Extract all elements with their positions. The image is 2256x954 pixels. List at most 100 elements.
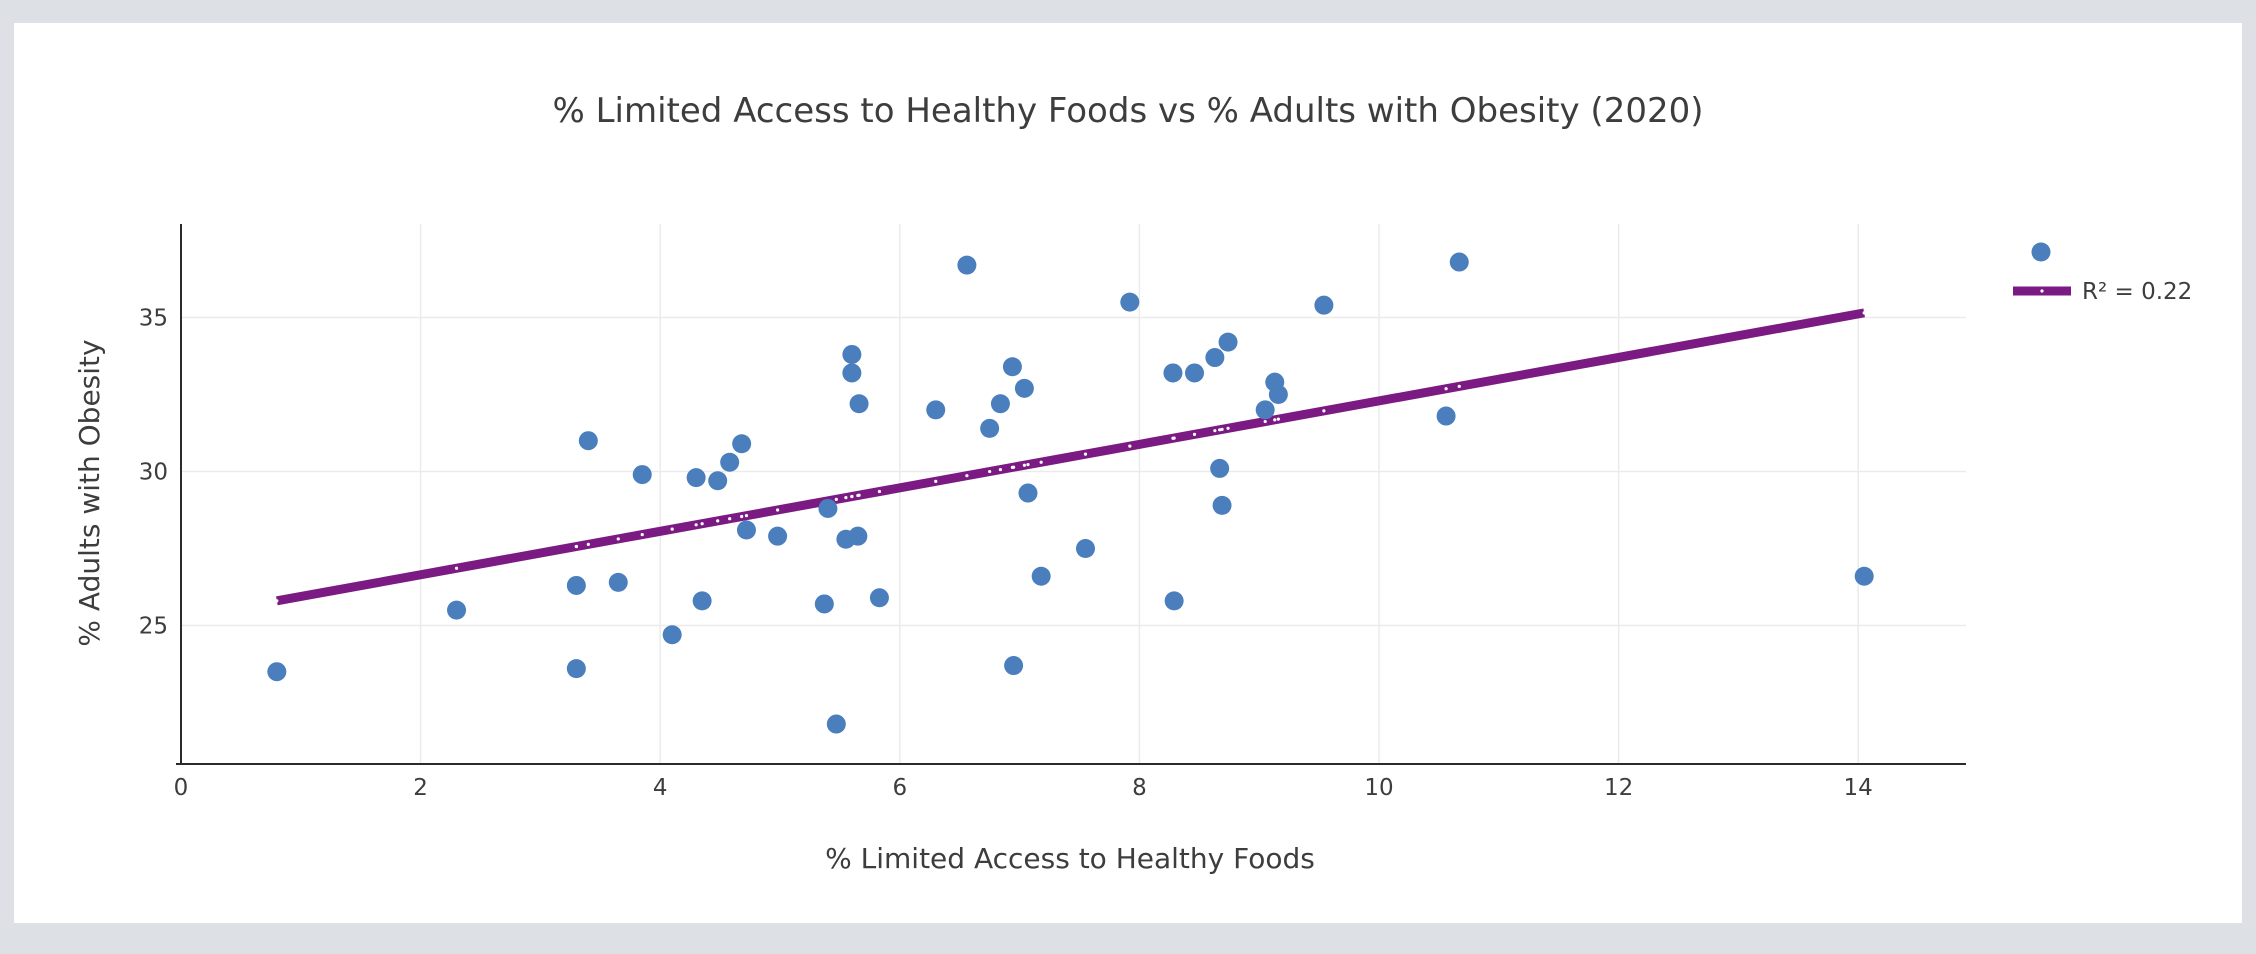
data-point	[632, 465, 652, 485]
trendline-dot	[728, 517, 732, 521]
trendline-dot	[1220, 427, 1224, 431]
data-point	[848, 526, 868, 546]
data-point	[608, 572, 628, 592]
data-point	[990, 394, 1010, 414]
data-point	[957, 255, 977, 275]
trendline-dot	[640, 532, 644, 537]
data-point	[1210, 458, 1230, 478]
trendline-dot	[850, 494, 854, 499]
data-point	[1212, 495, 1232, 515]
data-point	[1436, 406, 1456, 426]
grid	[181, 224, 1966, 764]
x-axis-title: % Limited Access to Healthy Foods	[825, 842, 1315, 875]
trendline-dot	[934, 479, 938, 483]
data-point	[1018, 483, 1038, 503]
trendline-dot	[716, 519, 720, 523]
trendline-dot	[1276, 417, 1280, 421]
trendline-dot	[1213, 429, 1217, 433]
trendline-dot	[965, 474, 969, 478]
data-point	[1255, 400, 1275, 420]
legend-marker-trendline-dot	[2040, 289, 2044, 293]
x-tick-label: 2	[413, 775, 428, 801]
data-point	[926, 400, 946, 420]
data-point	[768, 526, 788, 546]
trendline-dot	[616, 537, 620, 541]
chart-title: % Limited Access to Healthy Foods vs % A…	[552, 91, 1703, 131]
data-point	[692, 591, 712, 611]
trendline-dot	[857, 493, 861, 497]
trendline-dot	[1083, 452, 1088, 456]
trendline-dot	[1039, 460, 1043, 464]
x-tick-label: 6	[892, 775, 907, 801]
trendline-dot	[1263, 419, 1267, 424]
trendline-dot	[834, 497, 838, 501]
legend-label-trendline: R² = 0.22	[2082, 279, 2192, 305]
data-point	[842, 363, 862, 383]
y-tick-label: 30	[139, 460, 168, 486]
data-point	[1004, 656, 1024, 676]
data-point	[1163, 363, 1183, 383]
trendline-dot	[776, 508, 780, 512]
data-point	[869, 588, 889, 608]
data-point	[1218, 332, 1238, 352]
data-point	[1075, 539, 1095, 558]
data-point	[662, 625, 682, 645]
trendline-dot	[1012, 465, 1016, 469]
trendline-dot	[694, 523, 698, 527]
trendline-dot	[844, 496, 848, 500]
trendline-dot	[1457, 384, 1461, 388]
data-point	[732, 434, 752, 454]
data-point	[566, 659, 586, 679]
data-point	[720, 452, 740, 472]
trendline	[275, 308, 1866, 606]
trendline-dot	[670, 527, 674, 531]
data-point	[814, 594, 834, 614]
axes: 0 2 4 6 8 10 12 14 25 30 35	[139, 224, 1966, 801]
data-point	[1031, 566, 1051, 586]
data-point	[1002, 357, 1022, 377]
trendline-dot	[1322, 409, 1326, 413]
data-point	[818, 498, 838, 518]
trendline-dot	[700, 522, 704, 526]
y-tick-label: 25	[139, 614, 168, 640]
trendline-path	[276, 308, 1865, 606]
x-tick-label: 10	[1364, 775, 1393, 801]
legend[interactable]: R² = 0.22	[2013, 242, 2192, 306]
trendline-dot	[744, 514, 749, 518]
trendline-dot	[454, 566, 459, 570]
data-point	[708, 471, 728, 491]
data-point	[1120, 292, 1140, 312]
trendline-dot	[1862, 311, 1866, 315]
y-tick-label: 35	[139, 306, 168, 332]
data-point	[980, 418, 1000, 438]
trendline-dot	[1273, 418, 1277, 422]
trendline-dot	[877, 489, 882, 494]
data-point	[1164, 591, 1184, 611]
data-point	[1854, 566, 1874, 586]
trendline-dot	[1026, 462, 1030, 467]
x-tick-label: 0	[174, 775, 189, 801]
x-tick-label: 8	[1132, 775, 1147, 801]
x-tick-label: 4	[653, 775, 668, 801]
data-point	[566, 575, 586, 595]
trendline-dot	[1172, 436, 1176, 440]
data-point	[447, 600, 467, 620]
trendline-dot	[1226, 426, 1230, 430]
data-point	[1014, 378, 1034, 398]
data-point	[1185, 363, 1205, 383]
data-point	[736, 520, 756, 540]
data-point	[1268, 385, 1288, 404]
data-point	[686, 468, 706, 488]
trendline-dot	[275, 599, 279, 603]
trendline-dot	[586, 542, 590, 546]
trendline-dot	[1022, 463, 1026, 467]
data-point	[1205, 348, 1225, 368]
data-point	[849, 394, 869, 414]
chart-card	[14, 23, 2242, 923]
data-point	[1449, 252, 1469, 272]
data-point	[826, 714, 846, 734]
y-axis-title: % Adults with Obesity	[73, 339, 106, 646]
trendline-dot	[1218, 428, 1222, 432]
data-point	[267, 662, 287, 682]
